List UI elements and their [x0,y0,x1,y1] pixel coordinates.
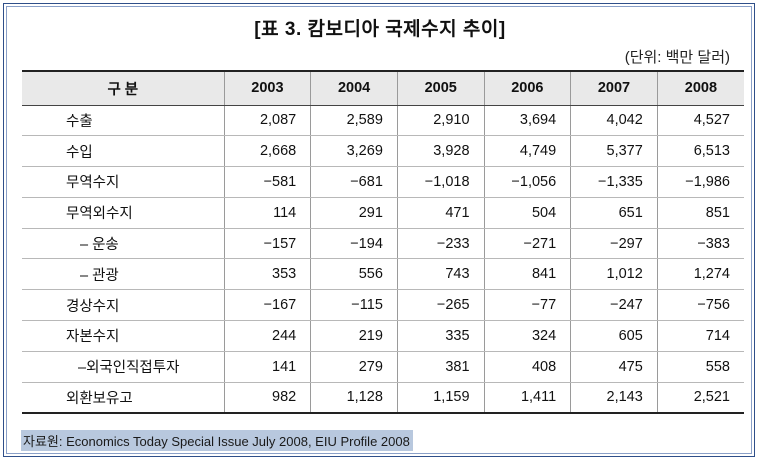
row-label: 무역수지 [22,166,225,198]
row-label: 경상수지 [22,289,225,322]
table-cell: 1,128 [310,382,398,414]
table-cell: 114 [223,197,311,229]
table-cell: 244 [223,320,311,352]
row-label: 수입 [22,135,225,168]
table-cell: 3,269 [310,135,398,168]
row-label: 수출 [22,105,225,137]
table-row: – 관광 353 556 743 841 1,012 1,274 [22,258,744,291]
document-frame-inner [6,6,752,454]
table-cell: 353 [223,258,311,291]
table-cell: −756 [656,289,744,322]
table-cell: 982 [223,382,311,414]
header-year: 2003 [223,70,311,106]
table-cell: −1,335 [570,166,658,198]
table-cell: 291 [310,197,398,229]
table-cell: 4,042 [570,105,658,137]
table-row: 무역수지 −581 −681 −1,018 −1,056 −1,335 −1,9… [22,166,744,198]
table-cell: 1,012 [570,258,658,291]
table-cell: 2,143 [570,382,658,414]
table-row: 수입 2,668 3,269 3,928 4,749 5,377 6,513 [22,135,744,168]
table-cell: −681 [310,166,398,198]
table-cell: 279 [310,351,398,383]
table-cell: 324 [483,320,571,352]
table-cell: 851 [656,197,744,229]
table-cell: 381 [396,351,485,383]
row-label: –외국인직접투자 [22,351,225,383]
table-cell: 3,694 [483,105,571,137]
table-cell: 3,928 [396,135,485,168]
table-cell: −1,986 [656,166,744,198]
table-row: –외국인직접투자 141 279 381 408 475 558 [22,351,744,383]
header-year: 2007 [570,70,658,106]
table-cell: −77 [483,289,571,322]
table-cell: 1,274 [656,258,744,291]
table-cell: −157 [223,228,311,260]
table-cell: −271 [483,228,571,260]
table-cell: −581 [223,166,311,198]
header-year: 2006 [483,70,571,106]
table-cell: 475 [570,351,658,383]
table-cell: 556 [310,258,398,291]
table-cell: 1,411 [483,382,571,414]
table-cell: 408 [483,351,571,383]
header-year: 2008 [656,70,744,106]
table-cell: 841 [483,258,571,291]
table-cell: −383 [656,228,744,260]
table-cell: 1,159 [396,382,485,414]
table-row: – 운송 −157 −194 −233 −271 −297 −383 [22,228,744,260]
table-cell: 335 [396,320,485,352]
table-cell: 2,668 [223,135,311,168]
table-cell: −247 [570,289,658,322]
table-cell: −297 [570,228,658,260]
table-cell: 558 [656,351,744,383]
table-row: 수출 2,087 2,589 2,910 3,694 4,042 4,527 [22,105,744,137]
table-cell: 4,527 [656,105,744,137]
table-row: 경상수지 −167 −115 −265 −77 −247 −756 [22,289,744,322]
source-note: 자료원: Economics Today Special Issue July … [21,430,413,451]
table-cell: 471 [396,197,485,229]
table-cell: 504 [483,197,571,229]
table-row: 무역외수지 114 291 471 504 651 851 [22,197,744,229]
table-cell: −265 [396,289,485,322]
header-row: 구 분 2003 2004 2005 2006 2007 2008 [22,70,744,106]
table-row: 자본수지 244 219 335 324 605 714 [22,320,744,352]
table-cell: 219 [310,320,398,352]
document-frame: [표 3. 캄보디아 국제수지 추이] (단위: 백만 달러) 구 분 2003… [3,3,755,457]
table-cell: 6,513 [656,135,744,168]
unit-label: (단위: 백만 달러) [624,49,730,66]
header-category: 구 분 [22,70,225,106]
table-cell: 743 [396,258,485,291]
header-year: 2005 [396,70,485,106]
table-cell: −167 [223,289,311,322]
table-cell: 2,589 [310,105,398,137]
table-title: [표 3. 캄보디아 국제수지 추이] [254,19,506,40]
table-cell: −233 [396,228,485,260]
table-row: 외환보유고 982 1,128 1,159 1,411 2,143 2,521 [22,382,744,414]
table-cell: 141 [223,351,311,383]
table-cell: 2,910 [396,105,485,137]
table-cell: 2,521 [656,382,744,414]
row-label: 외환보유고 [22,382,225,414]
table-cell: 2,087 [223,105,311,137]
header-year: 2004 [310,70,398,106]
row-label: 자본수지 [22,320,225,352]
table-cell: −1,056 [483,166,571,198]
table-cell: 714 [656,320,744,352]
table-cell: 605 [570,320,658,352]
table-cell: 5,377 [570,135,658,168]
row-label: – 운송 [22,228,225,260]
table-cell: 651 [570,197,658,229]
table-cell: 4,749 [483,135,571,168]
row-label: 무역외수지 [22,197,225,229]
table-cell: −194 [310,228,398,260]
table-cell: −115 [310,289,398,322]
row-label: – 관광 [22,258,225,291]
table-cell: −1,018 [396,166,485,198]
balance-of-payments-table: 구 분 2003 2004 2005 2006 2007 2008 수출 2,0… [22,70,744,414]
